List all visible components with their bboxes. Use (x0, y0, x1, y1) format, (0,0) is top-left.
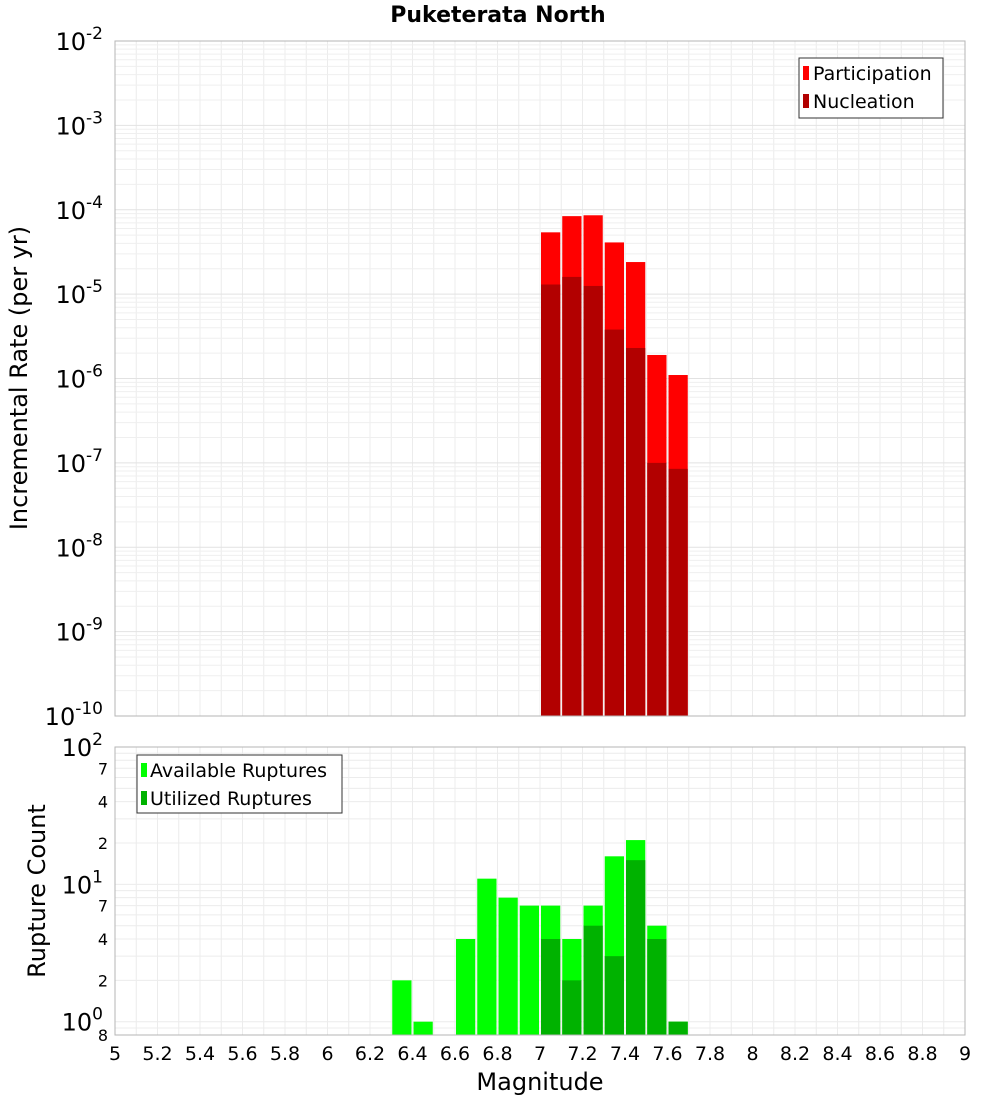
y-tick-label: 7 (98, 759, 108, 778)
y-tick-label: 10-2 (56, 24, 104, 56)
y-tick-label: 10-6 (56, 362, 104, 394)
y-tick-label: 101 (62, 867, 103, 899)
x-tick-label: 6.6 (440, 1043, 470, 1065)
x-tick-label: 9 (959, 1043, 971, 1065)
x-tick-label: 5.2 (142, 1043, 172, 1065)
bar-available-ruptures (456, 939, 476, 1035)
x-tick-label: 5.4 (185, 1043, 215, 1065)
bar-utilized-ruptures (604, 956, 624, 1035)
bottom-legend: Available Ruptures Utilized Ruptures (136, 754, 343, 814)
bar-available-ruptures (477, 878, 497, 1035)
legend-label: Participation (813, 63, 932, 85)
x-tick-label: 6.2 (355, 1043, 385, 1065)
y-tick-label: 10-7 (56, 446, 104, 478)
legend-label: Available Ruptures (150, 760, 327, 782)
legend-swatch (803, 94, 809, 108)
bar-utilized-ruptures (626, 860, 646, 1035)
y-tick-label: 102 (62, 730, 103, 762)
bar-available-ruptures (498, 897, 518, 1035)
legend-swatch (141, 791, 147, 805)
x-tick-label: 5 (109, 1043, 121, 1065)
bar-nucleation (647, 462, 667, 716)
bar-utilized-ruptures (541, 939, 561, 1035)
y-tick-label: 10-4 (56, 193, 104, 225)
bar-utilized-ruptures (583, 925, 603, 1035)
y-tick-label: 10-10 (45, 699, 103, 731)
x-tick-label: 8.4 (822, 1043, 852, 1065)
bar-available-ruptures (392, 980, 412, 1035)
bottom-plot-frame (114, 746, 966, 1036)
y-tick-label: 100 (62, 1005, 103, 1037)
legend-label: Nucleation (813, 91, 915, 113)
bar-utilized-ruptures (668, 1021, 688, 1035)
y-tick-label: 2 (98, 971, 108, 990)
x-tick-label: 5.6 (227, 1043, 257, 1065)
chart-title: Puketerata North (390, 3, 605, 28)
x-tick-label: 7 (534, 1043, 546, 1065)
x-tick-label: 7.8 (695, 1043, 725, 1065)
y-tick-label: 8 (98, 1026, 108, 1045)
x-tick-label: 5.8 (270, 1043, 300, 1065)
legend-swatch (803, 66, 809, 80)
legend-swatch (141, 763, 147, 777)
y-tick-label: 7 (98, 897, 108, 916)
y-tick-label: 10-9 (56, 615, 104, 647)
y-tick-label: 4 (98, 930, 108, 949)
x-tick-label: 7.6 (652, 1043, 682, 1065)
x-tick-label: 8.2 (780, 1043, 810, 1065)
bar-available-ruptures (519, 905, 539, 1035)
x-tick-label: 7.4 (610, 1043, 640, 1065)
bar-nucleation (583, 285, 603, 716)
legend-box (798, 57, 944, 119)
bar-nucleation (668, 468, 688, 716)
x-tick-label: 6 (321, 1043, 333, 1065)
y-tick-label: 10-8 (56, 530, 104, 562)
bottom-y-axis-label: Rupture Count (23, 804, 51, 978)
y-tick-label: 10-3 (56, 108, 104, 140)
y-tick-label: 4 (98, 793, 108, 812)
top-grid (115, 41, 966, 717)
legend-box (136, 754, 343, 814)
bar-available-ruptures (413, 1021, 433, 1035)
y-tick-label: 10-5 (56, 277, 104, 309)
x-axis-label: Magnitude (476, 1068, 603, 1096)
bar-nucleation (626, 347, 646, 716)
bottom-grid (115, 747, 966, 1035)
top-plot-frame (114, 40, 966, 717)
bar-nucleation (604, 329, 624, 716)
bar-nucleation (562, 276, 582, 716)
legend-label: Utilized Ruptures (150, 788, 312, 810)
x-tick-label: 8 (746, 1043, 758, 1065)
x-tick-label: 6.4 (397, 1043, 427, 1065)
x-tick-label: 6.8 (482, 1043, 512, 1065)
top-y-axis-label: Incremental Rate (per yr) (5, 226, 33, 530)
y-tick-label: 2 (98, 834, 108, 853)
x-tick-label: 8.6 (865, 1043, 895, 1065)
x-tick-label: 8.8 (907, 1043, 937, 1065)
x-tick-label: 7.2 (567, 1043, 597, 1065)
bar-utilized-ruptures (647, 939, 667, 1035)
top-legend: Participation Nucleation (798, 57, 944, 119)
bar-nucleation (541, 284, 561, 716)
bar-utilized-ruptures (562, 980, 582, 1035)
